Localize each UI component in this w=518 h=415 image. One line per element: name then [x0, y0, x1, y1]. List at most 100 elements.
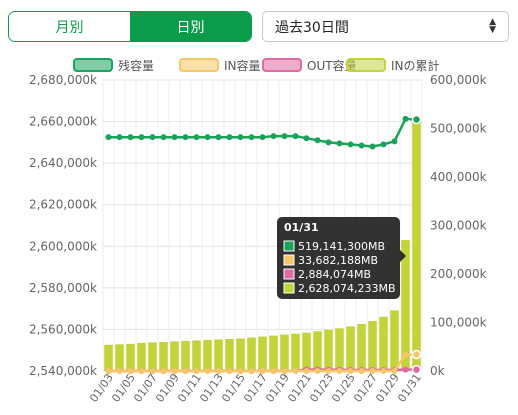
legend-item-in-cumulative-swatch — [346, 58, 386, 72]
y-right-tick-label: 500,000k — [430, 122, 487, 136]
series-point — [171, 368, 178, 374]
legend-item-out-swatch — [262, 58, 302, 72]
series-point — [215, 368, 222, 374]
series-point — [358, 142, 365, 149]
bar-in-cumulative — [192, 340, 201, 371]
series-point — [149, 368, 156, 374]
bar-in-cumulative — [313, 331, 322, 371]
series-point — [411, 364, 422, 375]
tooltip-swatch — [283, 268, 295, 280]
series-line — [108, 117, 417, 148]
legend-item-in-swatch — [179, 58, 219, 72]
bar-in-cumulative — [104, 344, 113, 371]
series-point — [215, 134, 222, 141]
y-left-tick-label: 2,540,000k — [29, 364, 97, 378]
y-left-tick-label: 2,660,000k — [29, 115, 97, 129]
legend-item-out-label: OUT容量 — [307, 58, 357, 73]
series-point — [402, 351, 409, 358]
series-point — [292, 368, 299, 374]
y-right-tick-label: 300,000k — [430, 219, 487, 233]
series-point — [204, 368, 211, 374]
series-point — [259, 134, 266, 141]
tooltip-value: 33,682,188MB — [298, 254, 378, 267]
series-point — [358, 368, 365, 374]
series-point — [237, 134, 244, 141]
series-point — [325, 368, 332, 374]
legend-item-remaining-label: 残容量 — [118, 58, 154, 73]
monthly-tab[interactable]: 月別 — [9, 12, 130, 41]
series-point — [171, 134, 178, 141]
y-right-tick-label: 100,000k — [430, 316, 487, 330]
bar-in-cumulative — [335, 328, 344, 371]
bar-in-cumulative — [412, 119, 421, 371]
bar-in-cumulative — [346, 326, 355, 371]
bar-in-cumulative — [269, 335, 278, 371]
series-point — [281, 368, 288, 374]
series-point — [193, 134, 200, 141]
series-point — [259, 368, 266, 374]
bar-in-cumulative — [368, 321, 377, 371]
bar-in-cumulative — [357, 323, 366, 371]
series-point — [411, 349, 422, 360]
series-point — [336, 140, 343, 147]
y-left-tick-label: 2,620,000k — [29, 198, 97, 212]
x-tick-label: 01/31 — [395, 371, 424, 404]
select-caret-icon: ▲ ▼ — [489, 17, 496, 35]
period-select[interactable]: 過去30日間 ▲ ▼ — [262, 11, 509, 42]
bar-in-cumulative — [214, 339, 223, 371]
y-right-tick-label: 600,000k — [430, 73, 487, 87]
tooltip-swatch — [283, 240, 295, 252]
series-point — [182, 134, 189, 141]
bar-in-cumulative — [225, 338, 234, 371]
bar-in-cumulative — [181, 340, 190, 371]
legend-item-remaining-swatch — [73, 58, 113, 72]
y-left-tick-label: 2,560,000k — [29, 322, 97, 336]
bar-in-cumulative — [247, 337, 256, 371]
tooltip-value: 2,884,074MB — [298, 268, 371, 281]
series-point — [105, 368, 112, 374]
tooltip-title: 01/31 — [284, 221, 319, 234]
y-left-tick-label: 2,580,000k — [29, 281, 97, 295]
series-point — [160, 134, 167, 141]
series-point — [226, 368, 233, 374]
bar-in-cumulative — [401, 240, 410, 371]
y-right-tick-label: 400,000k — [430, 170, 487, 184]
series-point — [402, 366, 409, 373]
y-right-tick-label: 0k — [430, 364, 445, 378]
tooltip-swatch — [283, 254, 295, 266]
tooltip-value: 2,628,074,233MB — [298, 282, 396, 295]
series-point — [237, 368, 244, 374]
series-point — [105, 134, 112, 141]
bar-in-cumulative — [115, 344, 124, 371]
series-point — [204, 134, 211, 141]
series-point — [325, 139, 332, 146]
series-point — [336, 368, 343, 374]
tooltip-value: 519,141,300MB — [298, 240, 385, 253]
series-point — [138, 134, 145, 141]
bar-in-cumulative — [126, 343, 135, 371]
series-point — [314, 368, 321, 374]
series-point — [314, 137, 321, 144]
series-point — [292, 133, 299, 140]
series-point — [303, 135, 310, 142]
series-point — [270, 133, 277, 140]
series-point — [402, 115, 409, 122]
bar-in-cumulative — [291, 333, 300, 371]
series-point — [380, 368, 387, 374]
series-point — [248, 368, 255, 374]
bar-in-cumulative — [148, 342, 157, 371]
series-point — [369, 368, 376, 374]
series-point — [380, 141, 387, 148]
bar-in-cumulative — [390, 310, 399, 371]
bar-in-cumulative — [302, 332, 311, 371]
series-point — [369, 143, 376, 150]
tooltip-box — [277, 217, 400, 299]
series-point — [160, 368, 167, 374]
period-toggle: 月別 日別 — [8, 11, 252, 42]
bar-in-cumulative — [324, 329, 333, 371]
series-point — [347, 368, 354, 374]
tooltip-pointer — [400, 250, 406, 262]
bar-in-cumulative — [379, 316, 388, 371]
daily-tab[interactable]: 日別 — [130, 12, 251, 41]
